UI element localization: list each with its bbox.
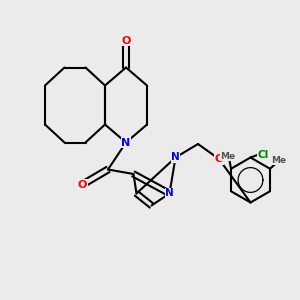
Text: Cl: Cl — [257, 149, 269, 160]
Text: O: O — [214, 154, 224, 164]
Text: Me: Me — [272, 156, 286, 165]
Text: Me: Me — [220, 152, 236, 161]
Text: O: O — [78, 179, 87, 190]
Text: O: O — [121, 35, 131, 46]
Text: N: N — [171, 152, 180, 163]
Text: N: N — [122, 137, 130, 148]
Text: N: N — [165, 188, 174, 199]
